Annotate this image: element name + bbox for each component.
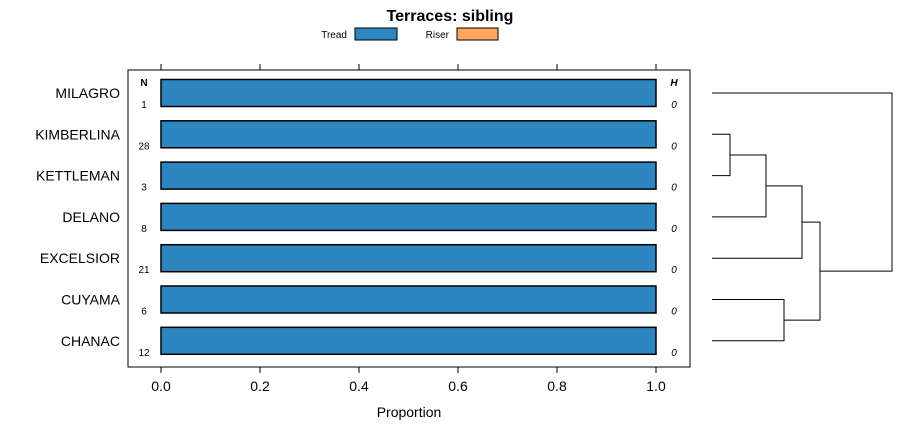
count-excelsior: 21 <box>138 265 150 276</box>
legend-label-tread: Tread <box>321 30 347 41</box>
legend-swatch-riser <box>456 27 499 41</box>
bar-kettleman-tread <box>160 161 657 190</box>
entropy-delano: 0 <box>671 224 677 235</box>
x-tick-label-5: 1.0 <box>646 378 666 394</box>
bar-cuyama-tread <box>160 285 657 314</box>
x-tick-label-0: 0.0 <box>151 378 171 394</box>
row-label-kimberlina: KIMBERLINA <box>35 126 120 142</box>
legend-swatch-tread <box>354 27 398 41</box>
legend-label-riser: Riser <box>426 30 450 41</box>
row-label-cuyama: CUYAMA <box>61 292 121 308</box>
count-delano: 8 <box>141 224 147 235</box>
counts-group: 1 28 3 8 21 6 12 <box>138 100 150 359</box>
dendrogram-link-1 <box>712 154 767 218</box>
bar-kimberlina-tread <box>160 120 657 149</box>
x-tick-label-1: 0.2 <box>250 378 270 394</box>
count-milagro: 1 <box>141 100 147 111</box>
x-tick-label-2: 0.4 <box>349 378 369 394</box>
chart-title: Terraces: sibling <box>387 8 514 25</box>
row-label-kettleman: KETTLEMAN <box>36 168 120 184</box>
plot-frame <box>127 69 691 368</box>
entropy-excelsior: 0 <box>671 265 677 276</box>
row-label-excelsior: EXCELSIOR <box>40 250 120 266</box>
row-label-chanac: CHANAC <box>61 333 120 349</box>
count-kimberlina: 28 <box>138 141 150 152</box>
count-chanac: 12 <box>138 348 150 359</box>
entropy-kimberlina: 0 <box>671 141 677 152</box>
dendrogram-link-3 <box>712 299 785 342</box>
bar-delano-tread <box>160 202 657 232</box>
dendrogram-link-5 <box>712 92 893 272</box>
entropy-chanac: 0 <box>671 348 677 359</box>
dendrogram-link-2 <box>712 185 803 259</box>
bar-excelsior-tread <box>160 243 657 273</box>
entropy-milagro: 0 <box>671 100 677 111</box>
x-axis-title: Proportion <box>377 404 442 420</box>
bar-milagro-tread <box>160 78 657 108</box>
entropy-cuyama: 0 <box>671 307 677 318</box>
dendrogram <box>712 92 893 342</box>
bars-group <box>160 78 657 356</box>
count-cuyama: 6 <box>141 307 147 318</box>
count-kettleman: 3 <box>141 183 147 194</box>
row-labels-group: MILAGRO KIMBERLINA KETTLEMAN DELANO EXCELSIO… <box>35 85 120 349</box>
dendrogram-link-0 <box>712 133 731 177</box>
x-tick-label-3: 0.6 <box>448 378 468 394</box>
x-tick-label-4: 0.8 <box>547 378 567 394</box>
bar-chanac-tread <box>160 326 657 356</box>
row-label-milagro: MILAGRO <box>55 85 120 101</box>
entropy-group: 0 0 0 0 0 0 0 <box>671 100 677 359</box>
count-header: N <box>140 78 147 89</box>
x-axis: 0.0 0.2 0.4 0.6 0.8 1.0 <box>151 64 666 394</box>
legend: Tread Riser <box>321 27 499 41</box>
entropy-kettleman: 0 <box>671 183 677 194</box>
row-label-delano: DELANO <box>62 209 120 225</box>
entropy-header: H <box>670 78 678 89</box>
